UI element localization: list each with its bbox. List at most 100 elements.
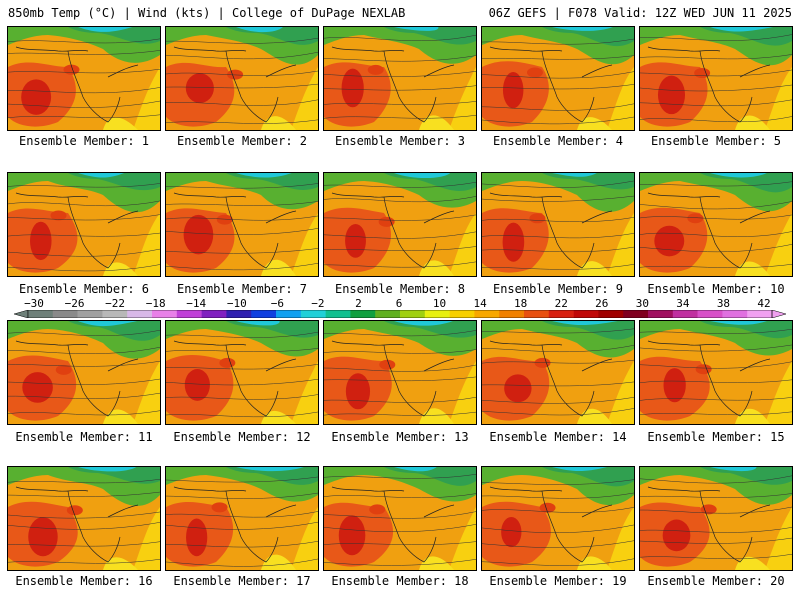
- colorbar-tick-label: 2: [355, 297, 362, 310]
- colorbar-segment: [201, 310, 227, 318]
- ensemble-member-caption: Ensemble Member: 15: [647, 430, 785, 444]
- colorbar-tick-label: 18: [514, 297, 528, 310]
- colorbar-segment: [226, 310, 252, 318]
- colorbar-segment: [722, 310, 748, 318]
- colorbar-high-arrow: [771, 310, 786, 318]
- temperature-map: [166, 467, 318, 570]
- ensemble-member-caption: Ensemble Member: 7: [176, 282, 308, 296]
- ensemble-map-panel: [639, 172, 793, 277]
- ensemble-map-panel: [481, 466, 635, 571]
- temperature-colorbar: [14, 310, 786, 318]
- ensemble-map-panel: [323, 466, 477, 571]
- temperature-map: [482, 27, 634, 130]
- colorbar-segment: [176, 310, 202, 318]
- temperature-map: [482, 173, 634, 276]
- colorbar-segment: [548, 310, 574, 318]
- colorbar-segment: [400, 310, 426, 318]
- ensemble-member-caption: Ensemble Member: 18: [331, 574, 469, 588]
- colorbar-segment: [300, 310, 326, 318]
- colorbar-tick-label: 34: [676, 297, 690, 310]
- ensemble-map-panel: [481, 172, 635, 277]
- ensemble-member-caption: Ensemble Member: 16: [15, 574, 153, 588]
- colorbar-tick-label: −30: [24, 297, 44, 310]
- temperature-map: [324, 27, 476, 130]
- temperature-map: [640, 321, 792, 424]
- colorbar-segment: [747, 310, 773, 318]
- ensemble-map-panel: [165, 466, 319, 571]
- colorbar-segment: [28, 310, 54, 318]
- ensemble-map-panel: [323, 320, 477, 425]
- colorbar-tick-label: 26: [595, 297, 609, 310]
- colorbar-tick-label: 14: [473, 297, 487, 310]
- temperature-map: [8, 27, 160, 130]
- colorbar-tick-label: −14: [186, 297, 207, 310]
- model-valid-time: 06Z GEFS | F078 Valid: 12Z WED JUN 11 20…: [488, 6, 792, 20]
- temperature-map: [8, 321, 160, 424]
- temperature-map: [482, 467, 634, 570]
- temperature-map: [8, 173, 160, 276]
- colorbar-segment: [648, 310, 674, 318]
- colorbar-segment: [325, 310, 351, 318]
- colorbar-segment: [424, 310, 450, 318]
- colorbar-segment: [52, 310, 78, 318]
- ensemble-map-panel: [165, 26, 319, 131]
- temperature-map: [482, 321, 634, 424]
- ensemble-member-caption: Ensemble Member: 14: [489, 430, 627, 444]
- colorbar-segment: [251, 310, 277, 318]
- colorbar-segment: [449, 310, 475, 318]
- temperature-map: [166, 173, 318, 276]
- ensemble-member-caption: Ensemble Member: 19: [489, 574, 627, 588]
- ensemble-member-caption: Ensemble Member: 6: [18, 282, 150, 296]
- map-title: 850mb Temp (°C) | Wind (kts) | College o…: [8, 6, 406, 20]
- colorbar-segment: [573, 310, 599, 318]
- ensemble-map-panel: [639, 26, 793, 131]
- temperature-map: [324, 321, 476, 424]
- ensemble-map-panel: [481, 320, 635, 425]
- colorbar-tick-label: 6: [395, 297, 403, 310]
- ensemble-map-panel: [323, 26, 477, 131]
- ensemble-map-panel: [7, 320, 161, 425]
- ensemble-member-caption: Ensemble Member: 9: [492, 282, 624, 296]
- colorbar-tick-label: 22: [554, 297, 568, 310]
- temperature-map: [640, 173, 792, 276]
- ensemble-member-caption: Ensemble Member: 3: [334, 134, 466, 148]
- colorbar-tick-label: 30: [635, 297, 649, 310]
- colorbar-segment: [598, 310, 624, 318]
- colorbar-segment: [152, 310, 178, 318]
- ensemble-member-caption: Ensemble Member: 8: [334, 282, 466, 296]
- ensemble-member-caption: Ensemble Member: 11: [15, 430, 153, 444]
- ensemble-member-caption: Ensemble Member: 1: [18, 134, 150, 148]
- colorbar-tick-label: 42: [757, 297, 771, 310]
- ensemble-member-caption: Ensemble Member: 2: [176, 134, 308, 148]
- temperature-map: [640, 27, 792, 130]
- colorbar-segment: [127, 310, 153, 318]
- ensemble-member-caption: Ensemble Member: 5: [650, 134, 782, 148]
- colorbar-low-arrow: [14, 310, 29, 318]
- ensemble-map-panel: [7, 172, 161, 277]
- ensemble-map-panel: [323, 172, 477, 277]
- ensemble-map-panel: [639, 320, 793, 425]
- ensemble-map-panel: [7, 466, 161, 571]
- colorbar-tick-label: 38: [716, 297, 731, 310]
- colorbar-segment: [499, 310, 525, 318]
- colorbar-tick-label: −6: [270, 297, 284, 310]
- colorbar-tick-label: −18: [145, 297, 166, 310]
- colorbar-outline: [27, 310, 773, 318]
- temperature-map: [324, 467, 476, 570]
- ensemble-map-panel: [481, 26, 635, 131]
- ensemble-member-caption: Ensemble Member: 4: [492, 134, 624, 148]
- colorbar-tick-label: −2: [311, 297, 325, 310]
- colorbar-segment: [350, 310, 376, 318]
- ensemble-member-caption: Ensemble Member: 17: [173, 574, 311, 588]
- colorbar-tick-label: 10: [432, 297, 447, 310]
- colorbar-segment: [623, 310, 649, 318]
- colorbar-segment: [375, 310, 401, 318]
- colorbar-segment: [672, 310, 698, 318]
- ensemble-member-caption: Ensemble Member: 10: [647, 282, 785, 296]
- colorbar-tick-label: −22: [105, 297, 126, 310]
- temperature-map: [8, 467, 160, 570]
- colorbar-segment: [474, 310, 500, 318]
- colorbar-segment: [102, 310, 128, 318]
- colorbar-segment: [697, 310, 723, 318]
- ensemble-member-caption: Ensemble Member: 13: [331, 430, 469, 444]
